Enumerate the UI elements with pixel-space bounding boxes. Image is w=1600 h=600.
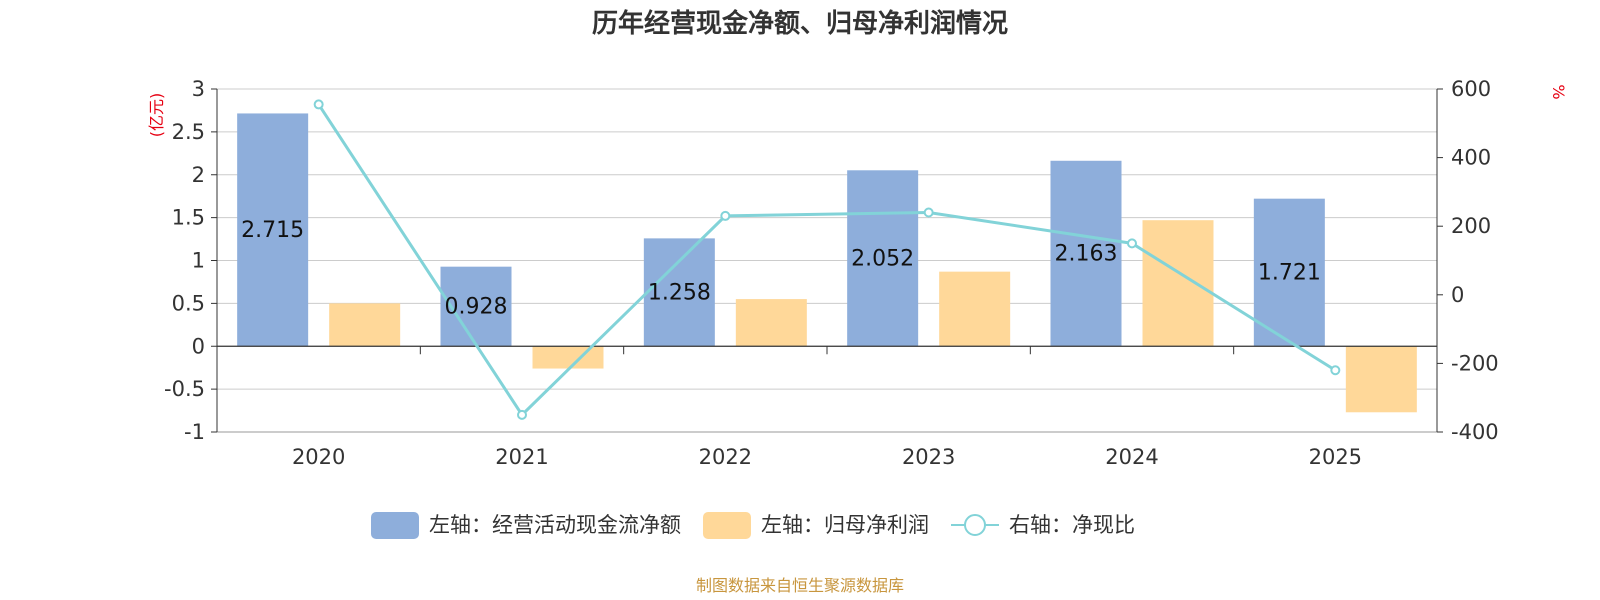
left-tick-label: 3 [192,77,205,101]
data-label: 2.163 [1055,242,1118,267]
left-tick-label: 2 [192,163,205,187]
left-axis-unit: (亿元) [147,93,166,138]
x-tick-label: 2024 [1105,445,1158,469]
ratio-point [923,207,934,218]
ratio-point [1330,365,1341,376]
x-tick-label: 2020 [292,445,345,469]
left-tick-label: 2.5 [172,120,205,144]
data-label: 0.928 [445,294,508,319]
x-tick-label: 2022 [699,445,752,469]
right-tick-label: -400 [1451,420,1499,444]
bar-net-profit [939,271,1011,347]
bar-net-profit [1142,220,1214,347]
right-tick-label: 200 [1451,214,1491,238]
x-tick-label: 2021 [495,445,548,469]
source-note: 制图数据来自恒生聚源数据库 [696,576,904,595]
legend[interactable]: 左轴：经营活动现金流净额 左轴：归母净利润 右轴：净现比 [371,512,1135,539]
right-tick-label: 600 [1451,77,1491,101]
bar-operating-cash-flow [643,238,715,347]
ratio-polyline [317,103,1337,418]
x-tick-label: 2025 [1309,445,1362,469]
bar-operating-cash-flow [847,170,919,347]
left-tick-label: -0.5 [164,377,205,401]
chart-title: 历年经营现金净额、归母净利润情况 [592,8,1008,39]
ratio-point [517,409,527,420]
data-label: 2.052 [851,246,914,271]
legend-label: 左轴：经营活动现金流净额 [429,513,681,537]
legend-label: 左轴：归母净利润 [761,513,929,537]
legend-swatch [703,512,751,539]
left-tick-label: 1.5 [172,206,205,230]
legend-label: 右轴：净现比 [1009,513,1135,537]
left-tick-label: 0 [192,334,205,358]
ratio-point [1127,238,1137,249]
axes: 3 2.5 2 1.5 1 0.5 0 -0.5 -1 600 400 200 0 -200 -400 202… [164,77,1499,469]
ratio-point [720,210,731,221]
left-tick-label: 0.5 [172,291,205,315]
x-tick-label: 2023 [902,445,955,469]
bar-net-profit [735,299,807,347]
right-tick-label: 0 [1451,283,1464,307]
ratio-line [313,99,1341,420]
bar-net-profit [532,346,604,369]
bars [237,113,1417,413]
left-tick-label: -1 [184,420,205,444]
bar-net-profit [1345,346,1417,413]
right-axis-unit: % [1549,84,1568,99]
bar-operating-cash-flow [1050,160,1122,347]
legend-operating-cash-flow[interactable]: 左轴：经营活动现金流净额 [371,512,681,539]
left-tick-label: 1 [192,249,205,273]
right-tick-label: -200 [1451,351,1499,375]
data-label: 1.258 [648,280,711,305]
bar-operating-cash-flow [1253,198,1325,347]
ratio-point [313,99,324,110]
legend-swatch [371,512,419,539]
right-tick-label: 400 [1451,146,1491,170]
bar-net-profit [329,303,401,347]
bar-operating-cash-flow [237,113,309,347]
data-labels: 2.715 0.928 1.258 2.052 2.163 1.721 [241,218,1321,320]
legend-net-profit[interactable]: 左轴：归母净利润 [703,512,929,539]
data-label: 2.715 [241,218,304,243]
legend-marker-icon [964,514,986,536]
legend-net-cash-ratio[interactable]: 右轴：净现比 [951,513,1135,537]
data-label: 1.721 [1258,260,1321,285]
